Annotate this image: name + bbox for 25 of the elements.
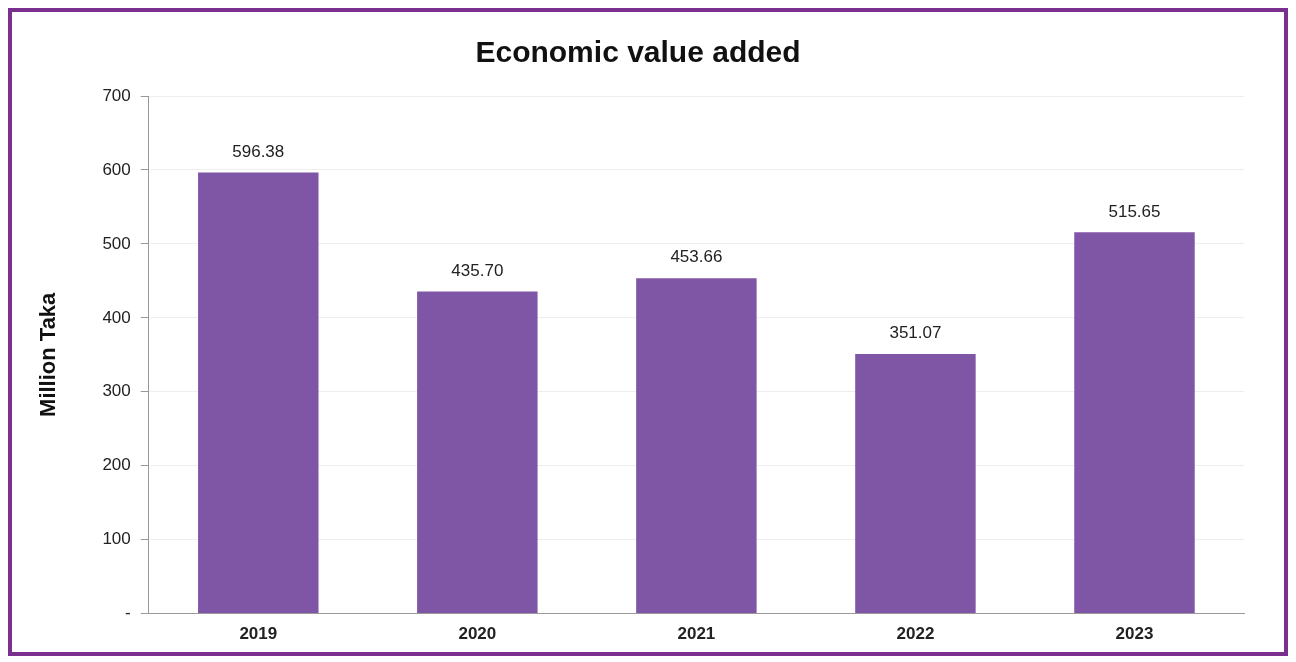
y-tick-label: 500 xyxy=(102,233,131,253)
bar xyxy=(1074,232,1195,614)
x-tick-label: 2021 xyxy=(677,624,716,644)
y-tick-label: - xyxy=(125,603,131,623)
data-label: 453.66 xyxy=(670,247,723,267)
x-tick-label: 2022 xyxy=(896,624,935,644)
chart-title: Economic value added xyxy=(475,35,801,69)
y-tick-label: 700 xyxy=(102,85,131,105)
data-label: 596.38 xyxy=(232,141,285,161)
y-tick-label: 100 xyxy=(102,529,131,549)
x-tick-label: 2020 xyxy=(458,624,497,644)
bar xyxy=(417,291,538,614)
data-label: 351.07 xyxy=(889,323,942,343)
y-tick-label: 200 xyxy=(102,455,131,475)
y-tick-label: 400 xyxy=(102,307,131,327)
data-label: 515.65 xyxy=(1108,201,1161,221)
y-axis-title: Million Taka xyxy=(35,291,61,417)
bar xyxy=(855,354,976,614)
data-label: 435.70 xyxy=(451,260,504,280)
bar xyxy=(636,278,757,614)
y-tick-label: 300 xyxy=(102,381,131,401)
x-tick-label: 2023 xyxy=(1115,624,1154,644)
bar xyxy=(198,172,319,614)
x-tick-label: 2019 xyxy=(239,624,278,644)
y-tick-label: 600 xyxy=(102,159,131,179)
